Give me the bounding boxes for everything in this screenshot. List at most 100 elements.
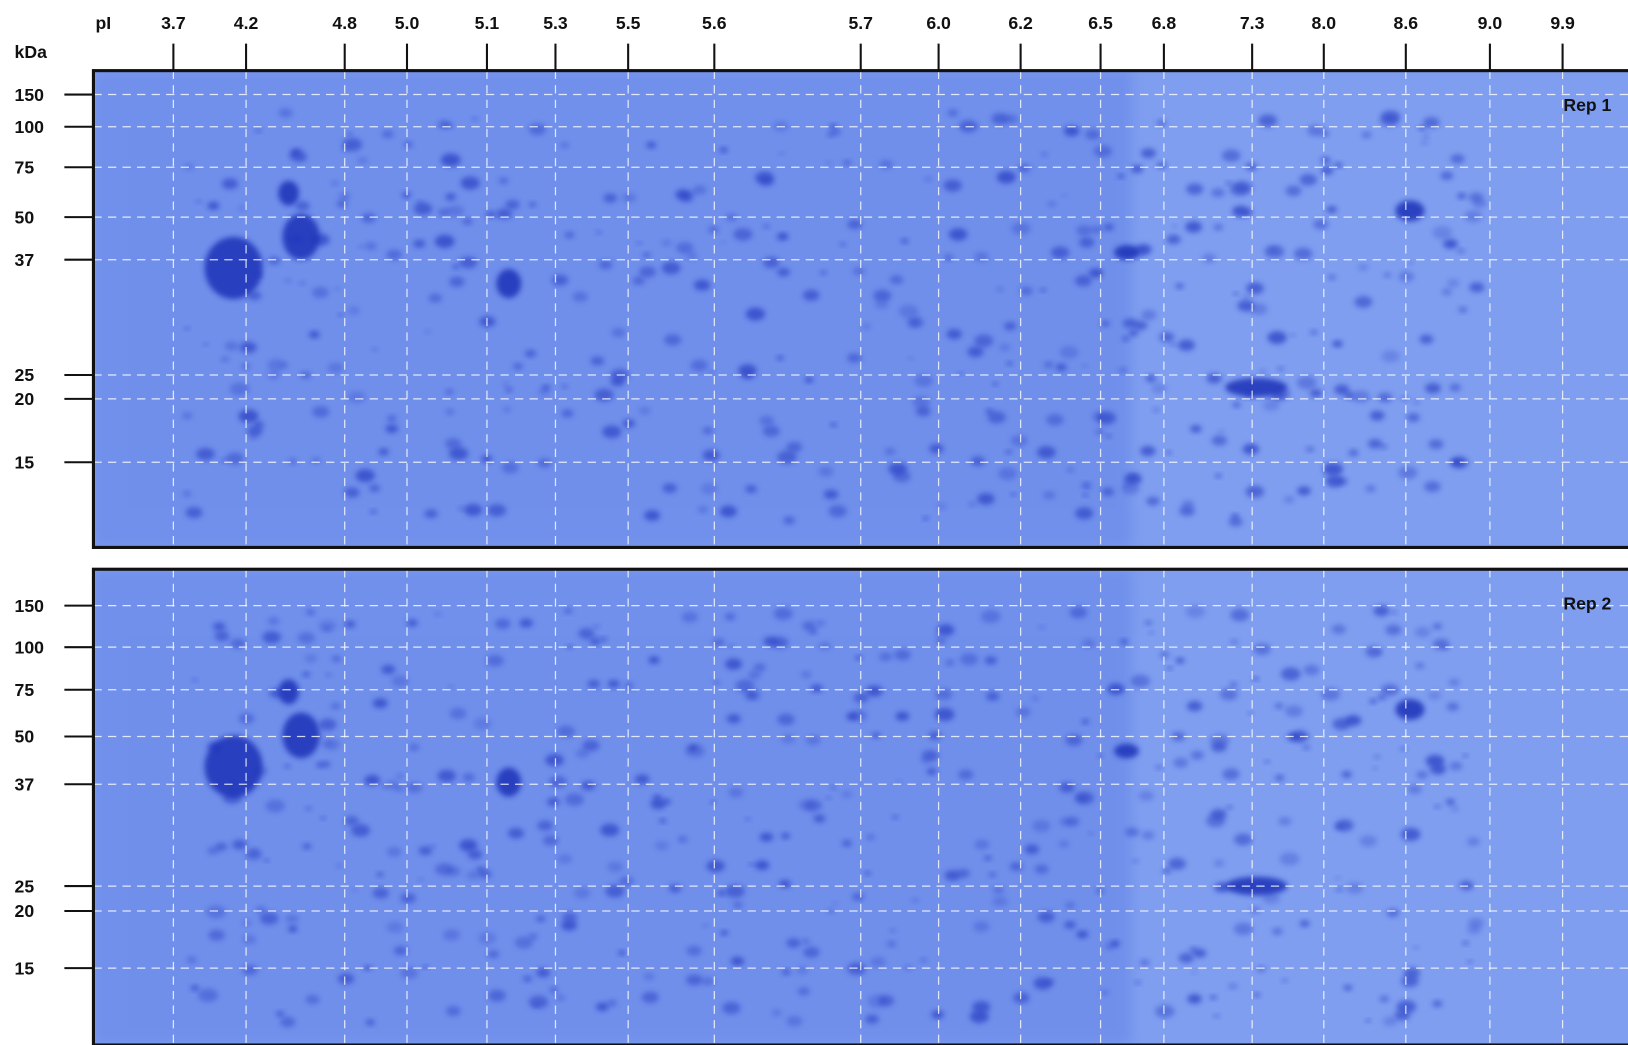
protein-spot [1416,771,1428,779]
protein-spot [1046,413,1064,426]
protein-spot [1034,864,1049,874]
protein-spot [861,323,871,330]
protein-spot [773,607,793,621]
protein-spot [1118,367,1128,374]
protein-spot [1134,980,1142,985]
protein-spot [1233,291,1239,296]
protein-spot [338,313,344,317]
protein-spot [1424,481,1441,493]
protein-spot [967,346,984,358]
protein-spot [467,849,483,860]
protein-spot [977,493,995,505]
protein-spot [1403,967,1421,979]
kda-tick-label: 20 [15,389,35,409]
protein-spot [1320,157,1331,164]
protein-spot [1264,244,1285,259]
protein-spot [617,950,626,956]
gel-panel [93,70,1628,548]
protein-spot [692,185,707,195]
protein-spot [295,201,310,211]
protein-spot [297,632,315,644]
protein-spot [1099,989,1110,996]
pi-tick-label: 9.0 [1478,13,1503,33]
protein-spot [1377,392,1393,403]
protein-spot [1031,695,1039,701]
protein-spot [1343,392,1355,400]
protein-spot [537,820,553,831]
protein-spot [1152,407,1160,413]
protein-spot [1424,382,1441,394]
protein-spot [730,956,745,966]
protein-spot [1458,306,1468,313]
protein-spot [828,127,841,136]
protein-spot [759,415,774,426]
protein-spot [922,516,929,521]
protein-spot [542,384,550,391]
protein-spot [357,244,364,249]
protein-spot [376,872,384,878]
protein-spot [288,925,298,933]
protein-spot [1385,624,1402,636]
protein-spot [1121,335,1131,342]
protein-spot [934,707,955,722]
protein-spot [873,289,892,302]
protein-spot [1177,339,1195,351]
protein-spot [956,869,971,878]
protein-spot [408,743,420,752]
protein-spot [459,256,478,269]
protein-spot [440,153,461,167]
protein-spot [1059,782,1075,793]
protein-spot [1013,992,1030,1004]
protein-spot [381,784,389,790]
protein-spot [992,886,1005,894]
protein-spot [1130,674,1151,688]
protein-spot [1124,472,1142,485]
protein-spot [1225,378,1288,397]
protein-spot [1381,350,1400,363]
protein-spot [378,448,389,456]
protein-spot [507,827,525,839]
protein-spot [1345,715,1362,726]
protein-spot [931,1010,944,1019]
protein-spot [974,839,990,850]
kda-tick-label: 15 [15,452,35,472]
protein-spot [908,356,914,361]
protein-spot [676,242,694,254]
protein-spot [322,625,331,632]
protein-spot [344,487,360,498]
protein-spot [1457,193,1467,199]
protein-spot [786,441,803,453]
protein-spot [406,782,423,793]
protein-spot [708,370,715,375]
protein-spot [522,975,533,982]
protein-spot [204,236,263,300]
protein-spot [675,189,691,200]
protein-spot [1359,835,1377,847]
kda-tick-label: 15 [15,958,35,978]
kda-tick-label: 150 [15,596,45,616]
protein-spot [869,956,886,968]
protein-spot [184,326,190,331]
protein-spot [1114,245,1139,260]
protein-spot [437,769,456,782]
protein-spot [230,638,246,649]
protein-spot [1151,383,1167,394]
protein-spot [214,631,230,642]
protein-spot [746,691,758,699]
protein-spot [1432,1000,1443,1008]
protein-spot [1228,983,1238,990]
protein-spot [318,718,337,731]
protein-spot [1076,225,1092,236]
protein-spot [302,671,311,678]
protein-spot [324,672,333,678]
protein-spot [1427,690,1442,700]
protein-spot [895,711,910,721]
protein-spot [889,928,897,933]
protein-spot [996,286,1004,292]
protein-spot [1005,114,1019,124]
protein-spot [255,905,267,913]
kda-tick-label: 75 [15,157,35,177]
protein-spot [344,816,359,826]
protein-spot [267,617,280,625]
protein-spot [191,677,198,682]
